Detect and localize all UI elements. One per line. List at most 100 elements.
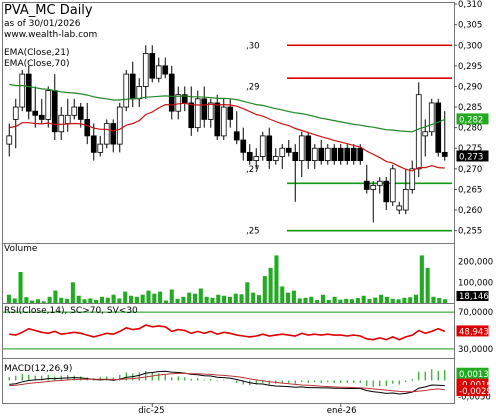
current-price-tag-bg bbox=[456, 150, 489, 162]
volume-bar bbox=[350, 299, 355, 303]
price-tick-label: 0,270 bbox=[458, 165, 482, 175]
volume-bar bbox=[18, 271, 23, 303]
x-tick-label: dic-25 bbox=[138, 406, 164, 416]
volume-bar bbox=[268, 267, 273, 303]
volume-bar bbox=[396, 299, 401, 303]
candle-body bbox=[272, 156, 279, 162]
candle-body bbox=[409, 168, 416, 190]
volume-bar bbox=[280, 286, 285, 303]
current-price-tag: 0,273 bbox=[459, 152, 483, 162]
volume-bar bbox=[30, 300, 35, 303]
macd-hist-tag-bg bbox=[456, 367, 489, 379]
candle-body bbox=[253, 156, 260, 162]
volume-bar bbox=[134, 296, 139, 303]
volume-bar bbox=[24, 297, 29, 303]
volume-bar bbox=[419, 255, 424, 303]
candle-body bbox=[142, 53, 149, 87]
volume-bar bbox=[379, 294, 384, 303]
volume-bar bbox=[129, 295, 134, 303]
volume-bar bbox=[53, 290, 58, 303]
volume-bar bbox=[192, 293, 198, 303]
ema70-line bbox=[9, 83, 446, 133]
macd-title: MACD(12,26,9) bbox=[4, 364, 72, 374]
price-tick-label: 0,255 bbox=[458, 227, 482, 237]
panel-frame-1 bbox=[2, 243, 455, 304]
macd-signal-tag-bg bbox=[456, 385, 489, 397]
volume-bar bbox=[390, 298, 395, 303]
candle-body bbox=[357, 147, 364, 162]
volume-bar bbox=[204, 296, 209, 303]
volume-value-tag-bg bbox=[456, 291, 489, 301]
volume-bar bbox=[76, 295, 81, 303]
candle-body bbox=[389, 168, 396, 203]
volume-bar bbox=[59, 297, 64, 303]
candle-body bbox=[58, 114, 65, 133]
volume-bar bbox=[88, 298, 93, 303]
candle-body bbox=[201, 98, 208, 120]
volume-value-tag: 18,146 bbox=[459, 292, 489, 302]
candle-body bbox=[12, 106, 19, 120]
volume-bar bbox=[256, 295, 262, 303]
legend-ema70: EMA(Close,70) bbox=[4, 59, 69, 69]
volume-bar bbox=[431, 296, 436, 303]
volume-bar bbox=[222, 295, 227, 303]
volume-bar bbox=[6, 294, 11, 303]
volume-bar bbox=[158, 291, 163, 303]
price-tick-label: 0,310 bbox=[458, 0, 482, 10]
rsi-value-tag: 48,9436 bbox=[459, 327, 494, 337]
volume-bar bbox=[175, 298, 180, 303]
volume-bar bbox=[65, 298, 70, 303]
volume-tick-label: 200,000 bbox=[458, 258, 493, 268]
volume-bar bbox=[47, 296, 52, 303]
volume-bar bbox=[105, 297, 110, 303]
candle-body bbox=[337, 147, 344, 162]
volume-title: Volume bbox=[4, 244, 38, 254]
candle-body bbox=[97, 143, 104, 153]
volume-bar bbox=[117, 298, 122, 303]
macd-line bbox=[9, 370, 445, 395]
candle-body bbox=[64, 114, 71, 124]
candle-body bbox=[344, 147, 351, 162]
candle-body bbox=[71, 106, 78, 116]
price-tick-label: 0,305 bbox=[458, 21, 482, 31]
candle-body bbox=[227, 106, 234, 120]
volume-bar bbox=[163, 300, 168, 303]
candle-body bbox=[207, 102, 214, 120]
candle-body bbox=[305, 135, 312, 162]
ema70-value-tag-bg bbox=[456, 113, 489, 125]
date-line: as of 30/01/2026 bbox=[4, 19, 81, 29]
candle-body bbox=[194, 98, 201, 129]
price-tick-label: 0,285 bbox=[458, 103, 482, 113]
candle-body bbox=[32, 110, 39, 116]
volume-bar bbox=[344, 298, 349, 303]
volume-bar bbox=[332, 296, 337, 303]
candle-body bbox=[233, 131, 240, 141]
candle-body bbox=[6, 135, 13, 145]
volume-bar bbox=[251, 292, 256, 303]
volume-bar bbox=[413, 294, 419, 303]
level-label-2: ,29 bbox=[246, 82, 260, 92]
volume-bar bbox=[169, 289, 174, 303]
rsi-tick-label: 70,0000 bbox=[458, 308, 493, 318]
candle-body bbox=[428, 102, 435, 133]
volume-bar bbox=[437, 298, 442, 303]
candle-body bbox=[38, 114, 45, 120]
volume-bar bbox=[297, 298, 302, 303]
candle-body bbox=[129, 73, 136, 100]
level-label-4: ,27 bbox=[246, 165, 260, 175]
macd-tick-label: -0,0050 bbox=[458, 393, 491, 403]
candle-body bbox=[318, 147, 325, 162]
candle-body bbox=[188, 102, 195, 129]
volume-bar bbox=[367, 298, 372, 303]
volume-bar bbox=[338, 299, 343, 303]
price-tick-label: 0,300 bbox=[458, 41, 482, 51]
volume-bar bbox=[111, 294, 116, 303]
volume-bar bbox=[291, 290, 296, 303]
candle-body bbox=[435, 102, 442, 153]
candle-body bbox=[279, 147, 286, 157]
volume-bar bbox=[239, 294, 244, 303]
candle-body bbox=[123, 73, 130, 108]
candle-body bbox=[51, 90, 58, 133]
candle-body bbox=[84, 119, 91, 137]
candle-body bbox=[162, 65, 169, 75]
